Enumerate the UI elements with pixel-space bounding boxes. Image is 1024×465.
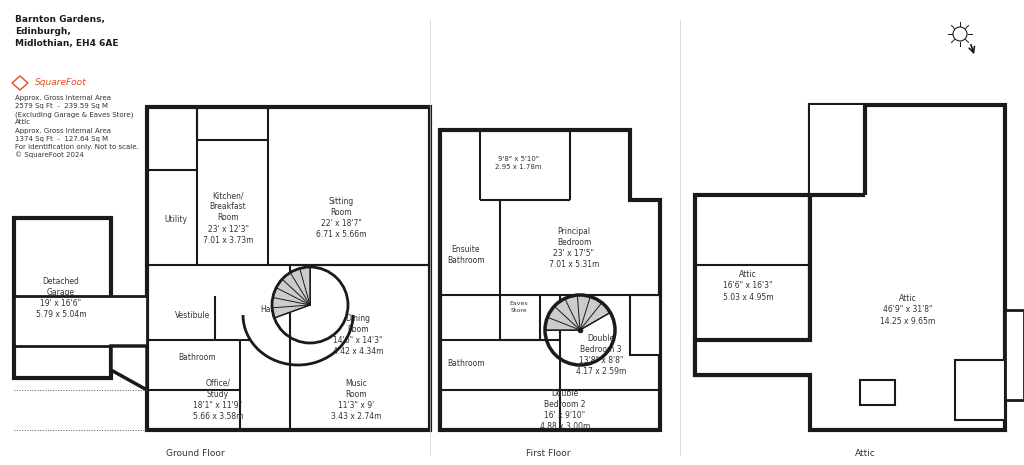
Polygon shape (111, 346, 147, 390)
Text: Ground Floor: Ground Floor (166, 449, 224, 458)
Bar (695, 195, 810, 375)
Bar (1005, 310, 1024, 400)
Bar (810, 105, 865, 195)
Text: Ensuite
Bathroom: Ensuite Bathroom (447, 245, 484, 265)
Text: Bathroom: Bathroom (447, 359, 484, 367)
Text: Principal
Bedroom
23' x 17'5"
7.01 x 5.31m: Principal Bedroom 23' x 17'5" 7.01 x 5.3… (549, 227, 599, 269)
Text: Double
Bedroom 3
13'8" x 8'8"
4.17 x 2.59m: Double Bedroom 3 13'8" x 8'8" 4.17 x 2.5… (575, 334, 627, 376)
Polygon shape (695, 105, 1005, 430)
Text: Double
Bedroom 2
16' x 9'10"
4.88 x 3.00m: Double Bedroom 2 16' x 9'10" 4.88 x 3.00… (540, 389, 590, 431)
Text: Music
Room
11'3" x 9'
3.43 x 2.74m: Music Room 11'3" x 9' 3.43 x 2.74m (331, 379, 381, 421)
Text: Utility: Utility (165, 215, 187, 225)
Polygon shape (147, 107, 430, 430)
Bar (630, 295, 660, 355)
Text: Dining
Room
14'6" x 14'3"
4.42 x 4.34m: Dining Room 14'6" x 14'3" 4.42 x 4.34m (333, 314, 383, 356)
Text: Detached
Garage
19' x 16'6"
5.79 x 5.04m: Detached Garage 19' x 16'6" 5.79 x 5.04m (36, 277, 86, 319)
Text: Attic
16'6" x 16'3"
5.03 x 4.95m: Attic 16'6" x 16'3" 5.03 x 4.95m (723, 271, 773, 302)
Text: First Floor: First Floor (525, 449, 570, 458)
Bar (860, 380, 895, 405)
Text: Vestibule: Vestibule (175, 311, 211, 319)
Text: Bathroom: Bathroom (178, 353, 216, 363)
Text: SquareFoot: SquareFoot (35, 78, 87, 87)
Text: Office/
Study
18'1" x 11'9"
5.66 x 3.58m: Office/ Study 18'1" x 11'9" 5.66 x 3.58m (193, 379, 244, 421)
Text: 9'8" x 5'10"
2.95 x 1.78m: 9'8" x 5'10" 2.95 x 1.78m (495, 156, 542, 170)
Text: Hall: Hall (260, 306, 275, 314)
Bar (955, 360, 1005, 420)
Text: Barnton Gardens,
Edinburgh,
Midlothian, EH4 6AE: Barnton Gardens, Edinburgh, Midlothian, … (15, 15, 119, 47)
Text: Approx. Gross Internal Area
2579 Sq Ft  -  239.59 Sq M
(Excluding Garage & Eaves: Approx. Gross Internal Area 2579 Sq Ft -… (15, 95, 138, 159)
Polygon shape (14, 296, 147, 346)
Wedge shape (272, 267, 310, 318)
Bar (14, 218, 111, 378)
Wedge shape (545, 295, 610, 330)
Text: Attic
46'9" x 31'8"
14.25 x 9.65m: Attic 46'9" x 31'8" 14.25 x 9.65m (881, 294, 936, 326)
Polygon shape (440, 130, 660, 430)
Text: Attic: Attic (855, 449, 876, 458)
Text: Eaves
Store: Eaves Store (510, 301, 528, 312)
Text: Kitchen/
Breakfast
Room
23' x 12'3"
7.01 x 3.73m: Kitchen/ Breakfast Room 23' x 12'3" 7.01… (203, 191, 253, 245)
Text: Sitting
Room
22' x 18'7"
6.71 x 5.66m: Sitting Room 22' x 18'7" 6.71 x 5.66m (315, 197, 367, 239)
